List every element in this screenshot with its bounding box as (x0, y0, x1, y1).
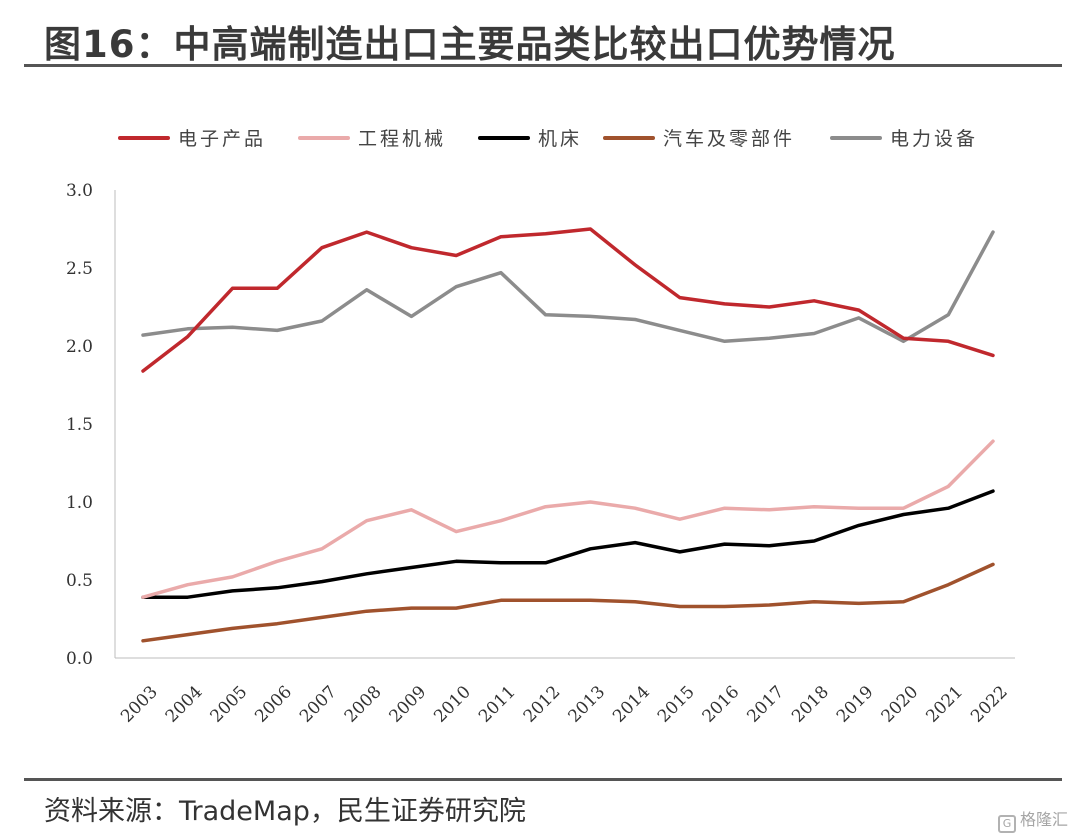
legend-label: 工程机械 (358, 128, 446, 150)
source-note: 资料来源：TradeMap，民生证券研究院 (44, 796, 526, 827)
x-tick-label: 2021 (922, 682, 967, 727)
y-tick-label: 1.5 (66, 415, 93, 435)
y-tick-label: 0.0 (66, 649, 93, 669)
watermark-logo-icon: G (997, 815, 1016, 833)
series-line-2 (141, 489, 995, 599)
chart-legend: 电子产品 工程机械 机床 汽车及零部件 电力设备 (118, 128, 978, 150)
line-chart: 电子产品 工程机械 机床 汽车及零部件 电力设备 0.0 0.5 1.0 1.5 2.0 2.5 3… (66, 128, 1015, 727)
x-tick-label: 2018 (788, 682, 833, 727)
legend-label: 机床 (538, 128, 582, 150)
chart-series (141, 227, 995, 643)
y-tick-label: 0.5 (66, 571, 93, 591)
x-tick-label: 2020 (878, 682, 923, 727)
x-tick-label: 2016 (699, 682, 744, 727)
x-tick-label: 2015 (654, 682, 699, 727)
legend-label: 电子产品 (178, 128, 266, 150)
legend-item: 工程机械 (298, 128, 446, 150)
x-tick-label: 2008 (341, 682, 386, 727)
legend-item: 电子产品 (118, 128, 266, 150)
x-tick-label: 2012 (520, 682, 565, 727)
series-line-3 (141, 562, 995, 643)
figure-title: 图16：中高端制造出口主要品类比较出口优势情况 (44, 23, 896, 66)
y-tick-label: 2.0 (66, 337, 93, 357)
top-rule (24, 64, 1062, 67)
watermark-text: 格隆汇 (1019, 810, 1068, 829)
x-tick-label: 2005 (207, 682, 252, 727)
x-tick-label: 2004 (162, 682, 207, 727)
legend-label: 电力设备 (890, 128, 978, 150)
x-tick-label: 2014 (609, 682, 654, 727)
bottom-rule (24, 778, 1062, 781)
y-tick-label: 1.0 (66, 493, 93, 513)
series-line-0 (141, 227, 995, 373)
legend-label: 汽车及零部件 (663, 128, 795, 150)
watermark: G 格隆汇 (997, 806, 1068, 833)
x-tick-label: 2010 (430, 682, 475, 727)
series-line-4 (141, 230, 995, 344)
x-tick-label: 2022 (967, 682, 1012, 727)
series-line-1 (141, 439, 995, 599)
y-tick-label: 3.0 (66, 181, 93, 201)
x-tick-label: 2007 (296, 682, 341, 727)
x-tick-label: 2017 (743, 682, 788, 727)
x-tick-label: 2006 (251, 682, 296, 727)
x-tick-label: 2003 (117, 682, 162, 727)
x-tick-label: 2009 (386, 682, 431, 727)
legend-item: 汽车及零部件 (603, 128, 795, 150)
x-tick-label: 2019 (833, 682, 878, 727)
x-tick-label: 2011 (475, 682, 520, 727)
y-tick-label: 2.5 (66, 259, 93, 279)
x-tick-label: 2013 (564, 682, 609, 727)
legend-item: 电力设备 (830, 128, 978, 150)
legend-item: 机床 (478, 128, 582, 150)
